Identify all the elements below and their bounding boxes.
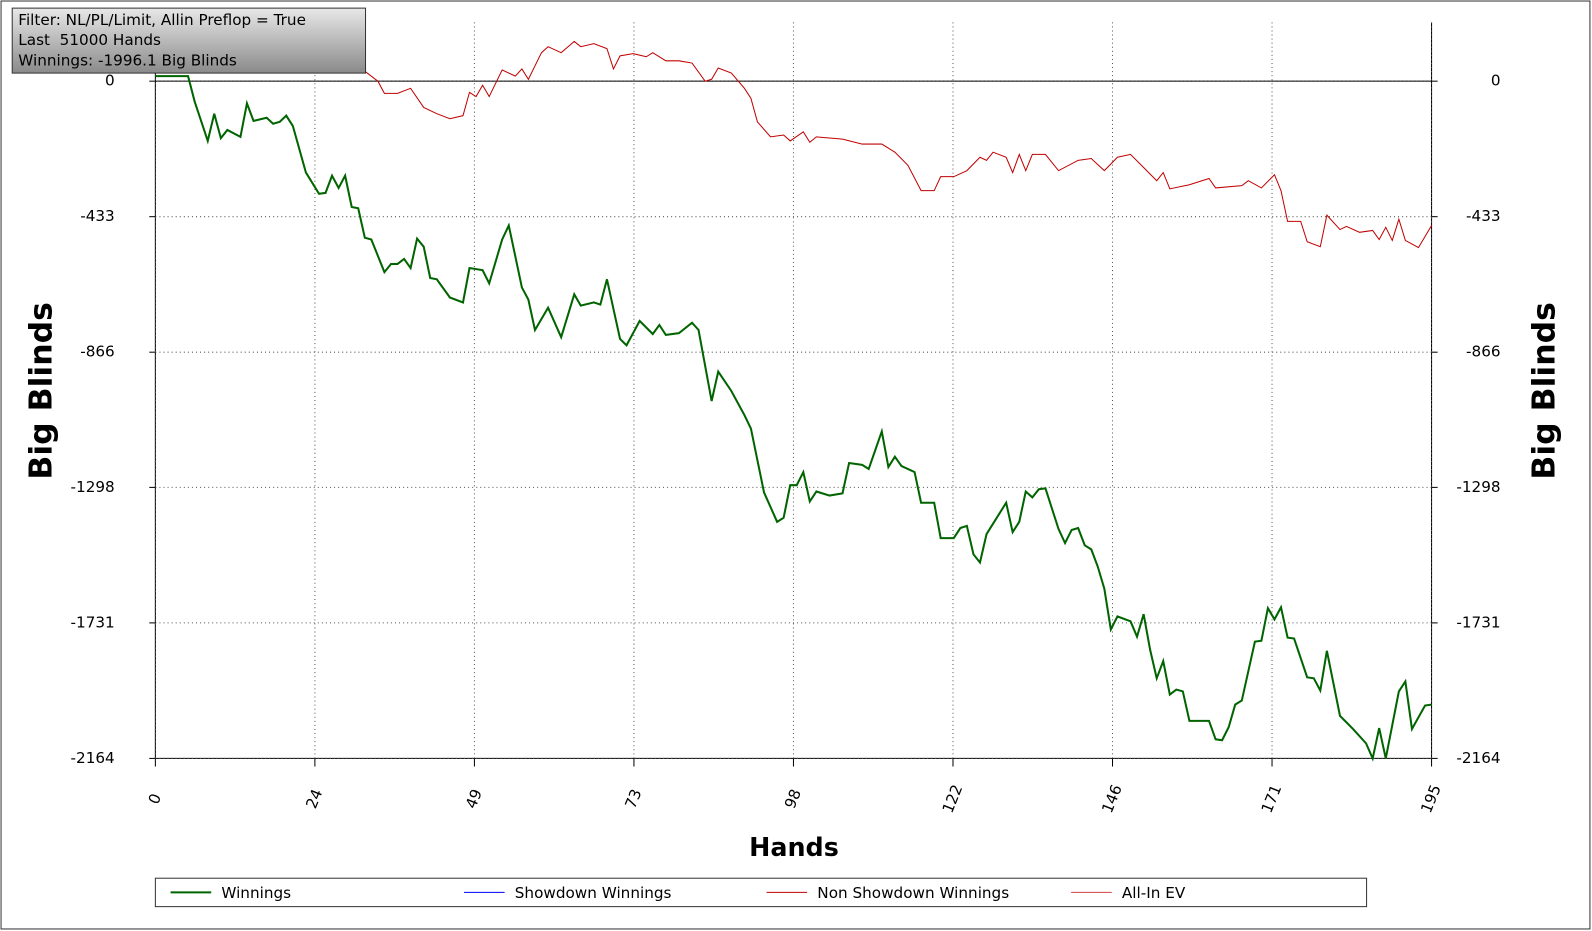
y-tick-label: -866 bbox=[80, 343, 115, 361]
info-line: Last 51000 Hands bbox=[18, 31, 161, 49]
x-tick-label: 49 bbox=[462, 786, 486, 811]
y-tick-label-right: -2164 bbox=[1456, 749, 1500, 767]
legend-label: All-In EV bbox=[1122, 884, 1186, 902]
y-tick-label-right: -866 bbox=[1466, 343, 1501, 361]
y-tick-label-right: 0 bbox=[1491, 72, 1501, 90]
x-axis-title: Hands bbox=[749, 832, 839, 862]
y-tick-label-right: -1298 bbox=[1456, 478, 1500, 496]
y-tick-label-right: -1731 bbox=[1456, 613, 1500, 631]
y-tick-label: -433 bbox=[80, 207, 115, 225]
info-box bbox=[11, 7, 367, 74]
y-tick-label: -1731 bbox=[71, 613, 115, 631]
series-line bbox=[155, 75, 1432, 762]
legend-label: Winnings bbox=[221, 884, 291, 902]
y-tick-label: 0 bbox=[105, 72, 115, 90]
y-tick-label: -2164 bbox=[71, 749, 115, 767]
x-tick-label: 24 bbox=[302, 786, 326, 811]
x-tick-label: 98 bbox=[781, 786, 805, 811]
plot-area: 0 0 -433 -433 -866 -866 -1298 -1298 -1731 -1731 -2… bbox=[71, 22, 1501, 816]
y-axis-title: Big Blinds bbox=[24, 302, 60, 479]
y-tick-label-right: -433 bbox=[1466, 207, 1501, 225]
y-axis-title-right: Big Blinds bbox=[1526, 302, 1562, 479]
x-tick-label: 73 bbox=[622, 786, 646, 811]
series-line bbox=[364, 40, 1432, 249]
legend-items: Winnings Showdown Winnings Non Showdown Wi… bbox=[170, 884, 1186, 902]
legend-label: Showdown Winnings bbox=[515, 884, 672, 902]
info-line: Winnings: -1996.1 Big Blinds bbox=[18, 51, 237, 69]
legend-label: Non Showdown Winnings bbox=[817, 884, 1009, 902]
legend bbox=[154, 877, 1368, 908]
y-tick-label: -1298 bbox=[71, 478, 115, 496]
info-line: Filter: NL/PL/Limit, Allin Preflop = Tru… bbox=[18, 11, 306, 29]
